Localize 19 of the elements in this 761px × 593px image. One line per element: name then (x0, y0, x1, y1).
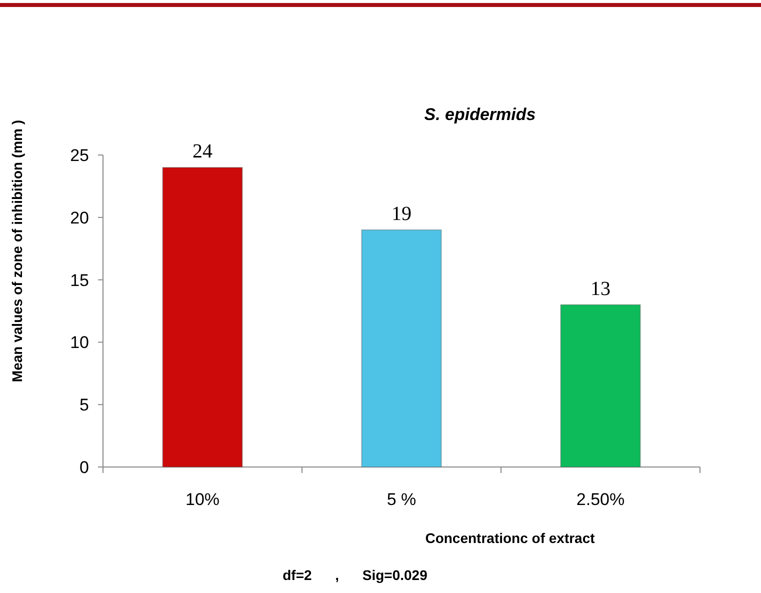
data-label: 24 (192, 140, 212, 162)
x-tick-label: 2.50% (576, 490, 625, 509)
bar (560, 304, 641, 468)
data-label: 13 (590, 278, 610, 300)
x-tick-label: 5 % (386, 490, 416, 509)
x-axis-title: Concentrationc of extract (425, 530, 596, 546)
bar (361, 229, 442, 468)
y-tick-label: 25 (70, 146, 89, 165)
bar (162, 166, 243, 468)
y-tick-label: 10 (70, 333, 89, 352)
y-tick-label: 5 (80, 396, 89, 415)
x-tick-label: 10% (185, 490, 220, 509)
y-tick-label: 15 (70, 270, 89, 290)
text: df=2 , Sig=0.029 (282, 567, 428, 583)
y-axis-title: Mean values of zone of inhibition (mm ) (9, 120, 25, 382)
chart-title: S. epidermids (424, 105, 536, 124)
y-tick-label: 0 (80, 458, 89, 477)
y-tick-label: 20 (70, 208, 89, 228)
data-label: 19 (392, 202, 412, 225)
